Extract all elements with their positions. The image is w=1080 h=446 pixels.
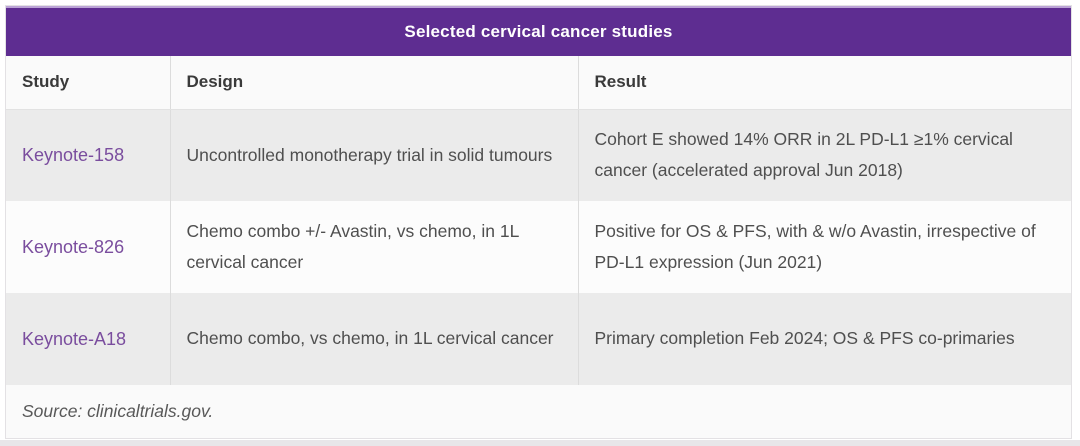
studies-table-card: Selected cervical cancer studies Study D… xyxy=(5,5,1072,439)
table-title-bar: Selected cervical cancer studies xyxy=(6,6,1071,56)
header-row: Study Design Result xyxy=(6,56,1071,110)
study-cell-keynote-158[interactable]: Keynote-158 xyxy=(6,109,171,201)
result-cell: Cohort E showed 14% ORR in 2L PD-L1 ≥1% … xyxy=(578,109,1071,201)
study-cell-keynote-a18[interactable]: Keynote-A18 xyxy=(6,293,171,385)
design-cell: Chemo combo, vs chemo, in 1L cervical ca… xyxy=(170,293,579,385)
result-cell: Positive for OS & PFS, with & w/o Avasti… xyxy=(578,201,1071,293)
page-bottom-edge xyxy=(0,440,1080,446)
source-note-row: Source: clinicaltrials.gov. xyxy=(6,385,1071,438)
column-header-result: Result xyxy=(578,56,1071,110)
column-header-design: Design xyxy=(170,56,579,110)
result-cell: Primary completion Feb 2024; OS & PFS co… xyxy=(578,293,1071,385)
table-row: Keynote-158 Uncontrolled monotherapy tri… xyxy=(6,109,1071,201)
table-row: Keynote-826 Chemo combo +/- Avastin, vs … xyxy=(6,201,1071,293)
design-cell: Uncontrolled monotherapy trial in solid … xyxy=(170,109,579,201)
source-note: Source: clinicaltrials.gov. xyxy=(22,401,214,421)
study-cell-keynote-826[interactable]: Keynote-826 xyxy=(6,201,171,293)
column-header-study: Study xyxy=(6,56,171,110)
table-row: Keynote-A18 Chemo combo, vs chemo, in 1L… xyxy=(6,293,1071,385)
design-cell: Chemo combo +/- Avastin, vs chemo, in 1L… xyxy=(170,201,579,293)
table-title: Selected cervical cancer studies xyxy=(404,22,673,41)
studies-table: Study Design Result Keynote-158 Uncontro… xyxy=(6,56,1071,385)
